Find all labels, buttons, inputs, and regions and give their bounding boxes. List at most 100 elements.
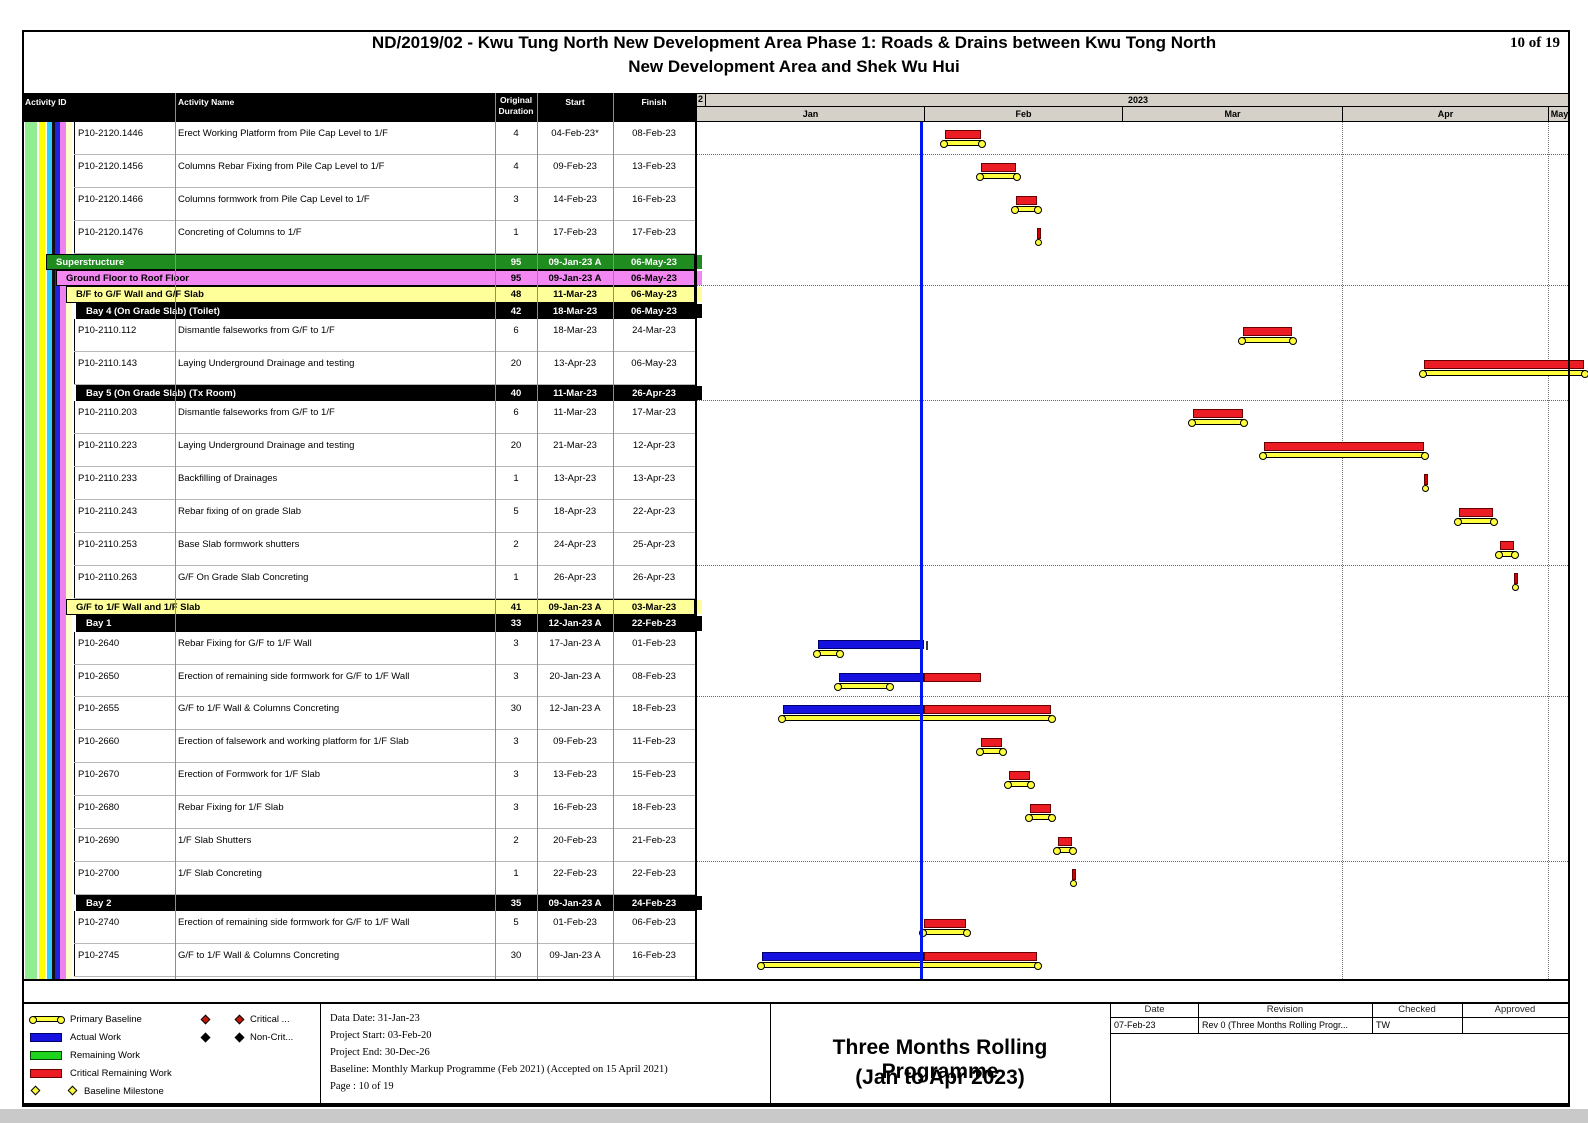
- revision-table-line: [1110, 1017, 1568, 1018]
- baseline-cap: [1035, 238, 1043, 246]
- header-activity-id: Activity ID: [25, 97, 67, 107]
- actual-work-bar: [782, 705, 924, 715]
- activity-name-cell: G/F to 1/F Wall & Columns Concreting: [178, 950, 340, 962]
- baseline-cap: [1422, 485, 1430, 493]
- activity-name-cell: Dismantle falseworks from G/F to 1/F: [178, 407, 335, 419]
- activity-left-border: [74, 944, 75, 977]
- row-separator: [74, 499, 695, 501]
- programme-title-line1: Three Months Rolling Programme: [832, 1036, 1048, 1083]
- summary-name-cell: Bay 4 (On Grade Slab) (Toilet): [86, 305, 220, 317]
- chart-gridline-horizontal: [697, 564, 1570, 566]
- critical-remaining-work-symbol: [30, 1069, 62, 1078]
- start-cell: 14-Feb-23: [553, 193, 597, 205]
- month-apr: Apr: [1342, 107, 1548, 122]
- legend-non-critical-label: Non-Crit...: [250, 1032, 294, 1043]
- month-may: May: [1548, 107, 1570, 122]
- summary-duration-cell: 40: [510, 388, 522, 399]
- wbs-stripe-blue: [55, 122, 60, 980]
- baseline-bar: [1010, 205, 1043, 214]
- one-day-critical-bar: [1037, 227, 1042, 239]
- duration-cell: 4: [513, 160, 519, 172]
- actual-work-bar: [818, 639, 924, 649]
- header-activity-name: Activity Name: [178, 97, 235, 107]
- duration-cell: 1: [513, 867, 519, 879]
- info-project-start: Project Start: 03-Feb-20: [330, 1030, 432, 1041]
- legend-critical-remaining-label: Critical Remaining Work: [70, 1068, 172, 1079]
- activity-id-cell: P10-2655: [78, 703, 120, 715]
- finish-cell: 06-May-23: [631, 358, 677, 370]
- finish-cell: 21-Feb-23: [632, 835, 676, 846]
- summary-name-cell: Bay 2: [86, 897, 112, 909]
- activity-left-border: [74, 187, 75, 221]
- start-cell: 11-Mar-23: [553, 407, 597, 419]
- activity-name-cell: Laying Underground Drainage and testing: [178, 358, 355, 370]
- summary-duration-cell: 35: [510, 897, 522, 909]
- start-cell: 20-Feb-23: [553, 835, 597, 846]
- row-separator: [74, 795, 695, 797]
- activity-id-cell: P10-2660: [78, 736, 120, 748]
- duration-cell: 1: [513, 571, 519, 583]
- duration-cell: 3: [513, 637, 519, 649]
- legend-remaining-work-label: Remaining Work: [70, 1050, 141, 1061]
- activity-id-cell: P10-2110.253: [78, 539, 137, 550]
- summary-band: [46, 253, 695, 270]
- activity-left-border: [74, 697, 75, 731]
- finish-cell: 24-Mar-23: [632, 325, 676, 337]
- baseline-bar: [1003, 781, 1036, 790]
- summary-chart-mark: [697, 254, 702, 269]
- duration-cell: 6: [513, 325, 519, 337]
- duration-cell: 1: [513, 226, 519, 238]
- baseline-bar: [975, 748, 1007, 757]
- legend-baseline-milestone-label: Baseline Milestone: [84, 1086, 164, 1097]
- column-separator-start-finish: [613, 93, 614, 979]
- activity-name-cell: Laying Underground Drainage and testing: [178, 440, 355, 452]
- summary-start-cell: 18-Mar-23: [552, 305, 598, 317]
- table-chart-divider: [695, 93, 697, 980]
- column-separator-id-name: [175, 93, 176, 979]
- duration-cell: 20: [510, 358, 522, 370]
- start-cell: 16-Feb-23: [553, 802, 597, 814]
- month-mar: Mar: [1122, 107, 1342, 122]
- start-cell: 13-Apr-23: [553, 473, 597, 485]
- row-separator: [74, 663, 695, 665]
- activity-id-cell: P10-2740: [78, 917, 120, 929]
- header-start: Start: [565, 97, 585, 107]
- row-separator: [74, 564, 695, 566]
- activity-name-cell: Erection of Formwork for 1/F Slab: [178, 769, 321, 781]
- duration-cell: 20: [510, 440, 522, 452]
- finish-cell: 01-Feb-23: [632, 637, 676, 649]
- header-original-duration-line1: Original: [499, 95, 533, 105]
- activity-left-border: [74, 319, 75, 353]
- activity-id-cell: P10-2120.1476: [78, 226, 143, 238]
- activity-left-border: [74, 829, 75, 862]
- activity-id-cell: P10-2110.233: [78, 473, 137, 485]
- critical-remaining-bar: [945, 130, 981, 139]
- summary-start-cell: 11-Mar-23: [553, 388, 597, 399]
- start-cell: 04-Feb-23*: [551, 128, 599, 139]
- duration-cell: 1: [513, 473, 519, 485]
- baseline-bar: [1494, 551, 1519, 559]
- revision-header-date: Date: [1144, 1004, 1165, 1015]
- summary-chart-mark: [697, 271, 702, 286]
- duration-cell: 3: [513, 670, 519, 682]
- actual-work-symbol: [30, 1033, 62, 1042]
- summary-start-cell: 11-Mar-23: [553, 289, 597, 301]
- row-separator: [74, 976, 695, 977]
- summary-start-cell: 09-Jan-23 A: [548, 273, 602, 284]
- critical-remaining-bar: [1499, 541, 1514, 550]
- programme-title-line2: (Jan to Apr 2023): [855, 1066, 1025, 1089]
- activity-id-cell: P10-2110.112: [78, 325, 137, 337]
- report-title-line1: ND/2019/02 - Kwu Tung North New Developm…: [371, 33, 1217, 52]
- row-separator: [74, 433, 695, 435]
- activity-id-cell: P10-2110.223: [78, 440, 137, 452]
- activity-name-cell: Columns Rebar Fixing from Pile Cap Level…: [178, 160, 385, 172]
- one-day-critical-bar: [1513, 572, 1518, 584]
- activity-name-cell: Columns formwork from Pile Cap Level to …: [178, 193, 370, 205]
- row-separator: [74, 597, 695, 599]
- revision-date-value: 07-Feb-23: [1114, 1020, 1156, 1030]
- grid-bottom-border: [22, 979, 1570, 981]
- duration-cell: 3: [513, 769, 519, 781]
- footer-divider-legend-info: [320, 1002, 321, 1105]
- legend-primary-baseline-label: Primary Baseline: [70, 1014, 142, 1025]
